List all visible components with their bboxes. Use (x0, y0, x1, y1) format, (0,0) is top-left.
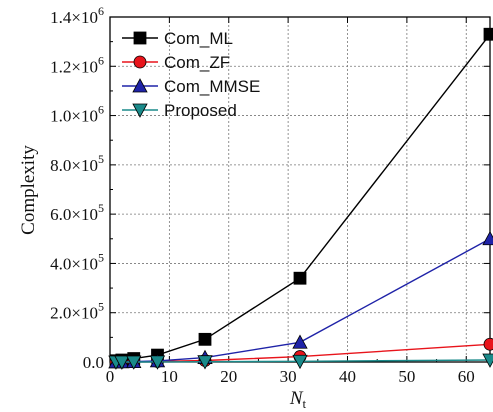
legend-label: Proposed (164, 101, 237, 120)
y-tick-mantissa: 8.0×10 (50, 156, 98, 175)
legend-entry-com-zf: Com_ZF (122, 53, 230, 72)
legend-entry-com-mmse: Com_MMSE (122, 77, 260, 96)
data-point-com-ml (198, 332, 212, 346)
x-axis-label-main: N (289, 388, 304, 409)
y-tick-mantissa: 1.4×10 (50, 8, 98, 27)
data-point-com-zf (483, 337, 493, 351)
y-tick-label: 6.0×105 (50, 201, 104, 224)
y-tick-mantissa: 6.0×10 (50, 205, 98, 224)
legend-marker (132, 103, 148, 118)
data-point-com-mmse (482, 230, 493, 246)
data-point-proposed (197, 355, 213, 370)
legend-entry-com-ml: Com_ML (122, 29, 233, 48)
y-tick-mantissa: 1.2×10 (50, 57, 98, 76)
legend-marker (132, 78, 148, 93)
y-tick-label: 4.0×105 (50, 250, 104, 273)
x-tick-label: 0 (106, 367, 115, 386)
x-tick-label: 20 (220, 367, 237, 386)
data-point-com-ml (293, 271, 307, 285)
y-tick-mantissa: 2.0×10 (50, 304, 98, 323)
data-point-com-ml (483, 27, 493, 41)
y-tick-mantissa: 4.0×10 (50, 254, 98, 273)
x-axis-label-subscript: t (303, 396, 307, 411)
y-tick-exponent: 6 (98, 53, 104, 67)
data-point-proposed (482, 353, 493, 368)
y-tick-exponent: 6 (98, 4, 104, 18)
y-axis-label: Complexity (18, 145, 39, 235)
y-tick-exponent: 5 (98, 300, 104, 314)
y-tick-label: 2.0×105 (50, 300, 104, 323)
x-axis-label: Nt (289, 388, 307, 411)
legend-label: Com_MMSE (164, 77, 260, 96)
y-tick-exponent: 5 (98, 201, 104, 215)
y-tick-label: 1.0×106 (50, 103, 104, 126)
x-tick-label: 10 (161, 367, 178, 386)
data-point-proposed (126, 355, 142, 370)
y-tick-label: 0.0 (83, 353, 104, 372)
x-tick-label: 40 (339, 367, 356, 386)
series-proposed (108, 353, 493, 370)
y-tick-exponent: 5 (98, 250, 104, 264)
x-tick-label: 30 (280, 367, 297, 386)
y-tick-mantissa: 1.0×10 (50, 107, 98, 126)
y-axis-ticks: 0.02.0×1054.0×1056.0×1058.0×1051.0×1061.… (50, 4, 490, 372)
y-tick-label: 1.2×106 (50, 53, 104, 76)
x-axis-ticks: 0 10 20 30 40 50 60 (106, 17, 475, 386)
legend-entry-proposed: Proposed (122, 101, 237, 120)
data-point-proposed (149, 355, 166, 370)
y-tick-label: 8.0×105 (50, 152, 104, 175)
x-tick-label: 50 (398, 367, 415, 386)
y-tick-label: 1.4×106 (50, 4, 104, 27)
x-tick-label: 60 (458, 367, 475, 386)
legend-marker (133, 55, 147, 69)
series-layer (108, 27, 493, 370)
legend-marker (133, 31, 147, 45)
y-tick-exponent: 5 (98, 152, 104, 166)
y-tick-exponent: 6 (98, 103, 104, 117)
legend-label: Com_ML (164, 29, 233, 48)
data-point-com-mmse (292, 334, 308, 349)
legend-label: Com_ZF (164, 53, 230, 72)
data-point-proposed (292, 354, 308, 370)
legend: Com_ML Com_ZF Com_MMSE Proposed (122, 29, 260, 120)
data-point-proposed (114, 355, 130, 370)
